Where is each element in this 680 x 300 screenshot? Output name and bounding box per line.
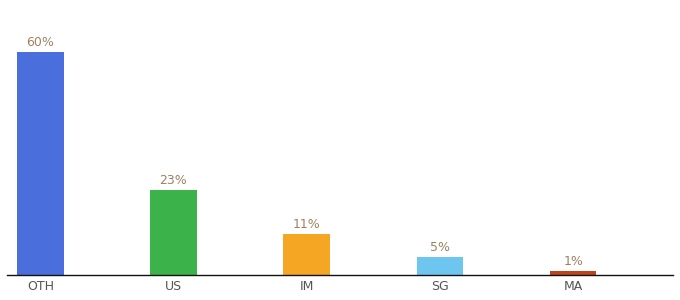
- Bar: [550, 272, 596, 275]
- Text: 5%: 5%: [430, 241, 450, 254]
- Text: 11%: 11%: [293, 218, 320, 231]
- Bar: [417, 256, 463, 275]
- Bar: [284, 234, 330, 275]
- Text: 1%: 1%: [563, 256, 583, 268]
- Text: 60%: 60%: [27, 36, 54, 49]
- Text: 23%: 23%: [160, 173, 188, 187]
- Bar: [150, 190, 197, 275]
- Bar: [17, 52, 63, 275]
